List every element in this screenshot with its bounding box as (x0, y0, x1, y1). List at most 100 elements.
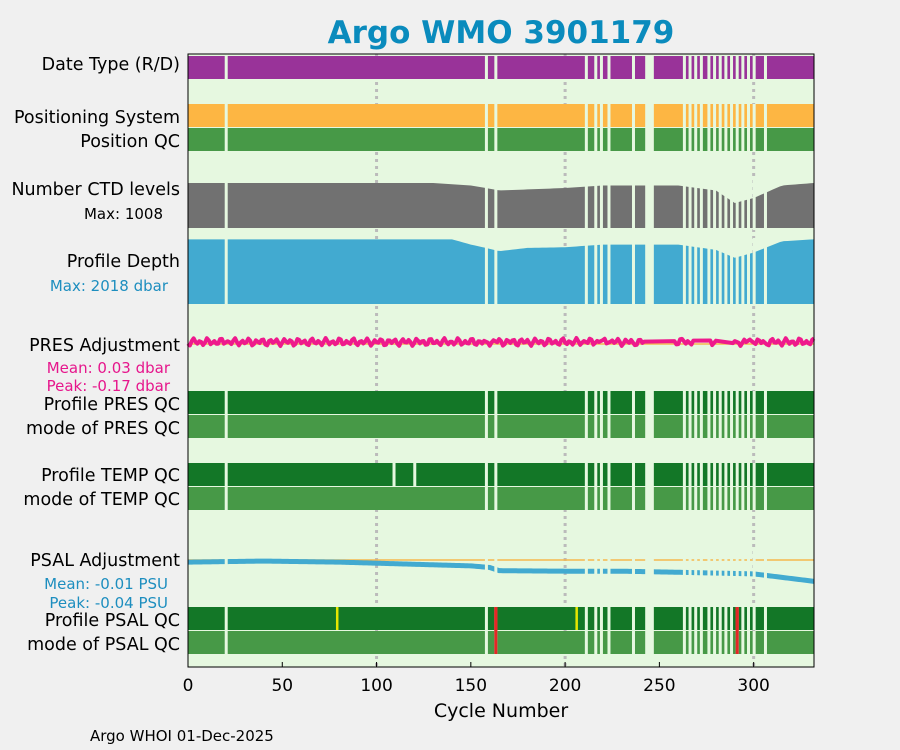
gap-cycle-282 (718, 415, 722, 438)
gap-cycle-276 (707, 104, 711, 127)
gap-cycle-245 (648, 128, 652, 151)
gap-cycle-20 (224, 631, 228, 654)
gap-cycle-288 (730, 178, 734, 230)
gap-cycle-211 (584, 463, 588, 486)
gap-cycle-158 (484, 607, 488, 630)
gap-cycle-297 (747, 178, 751, 230)
gap-cycle-211 (584, 548, 588, 578)
gap-cycle-276 (707, 238, 711, 306)
gap-cycle-300 (752, 238, 756, 306)
x-tick-label-300: 300 (737, 676, 769, 696)
gap-cycle-269 (694, 238, 698, 306)
gap-cycle-216 (594, 56, 598, 79)
gap-cycle-300 (752, 178, 756, 230)
gap-cycle-20 (224, 56, 228, 79)
gap-cycle-245 (648, 463, 652, 486)
psal-qc-flag-yellow-79 (335, 607, 339, 630)
band-mode-pres-qc (188, 415, 814, 438)
band-profile-psal-qc-fill (188, 607, 814, 630)
gap-cycle-219 (599, 178, 603, 230)
gap-cycle-236 (631, 128, 635, 151)
gap-cycle-163 (494, 487, 498, 510)
gap-cycle-20 (224, 238, 228, 306)
gap-cycle-263 (682, 178, 686, 230)
label-pres-adjustment: PRES Adjustment (29, 336, 180, 356)
gap-cycle-158 (484, 631, 488, 654)
gap-cycle-243 (645, 487, 649, 510)
gap-cycle-211 (584, 631, 588, 654)
gap-cycle-285 (724, 548, 728, 578)
gap-cycle-236 (631, 463, 635, 486)
gap-cycle-300 (752, 104, 756, 127)
label-mode-psal-qc: mode of PSAL QC (27, 635, 180, 655)
gap-cycle-216 (594, 631, 598, 654)
gap-cycle-243 (645, 548, 649, 578)
gap-cycle-20 (224, 415, 228, 438)
x-tick-label-150: 150 (455, 676, 487, 696)
gap-cycle-219 (599, 128, 603, 151)
gap-cycle-276 (707, 607, 711, 630)
gap-cycle-158 (484, 415, 488, 438)
gap-cycle-219 (599, 463, 603, 486)
gap-cycle-279 (713, 463, 717, 486)
gap-cycle-246 (650, 487, 654, 510)
gap-cycle-269 (694, 56, 698, 79)
gap-cycle-279 (713, 487, 717, 510)
gap-cycle-285 (724, 178, 728, 230)
gap-cycle-288 (730, 128, 734, 151)
gap-cycle-285 (724, 487, 728, 510)
gap-cycle-269 (694, 178, 698, 230)
x-axis: 0 50 100 150 200 250 300 (183, 662, 770, 696)
band-profile-temp-qc-fill (188, 463, 814, 486)
gap-cycle-272 (699, 238, 703, 306)
gap-cycle-223 (607, 631, 611, 654)
gap-cycle-279 (713, 391, 717, 414)
gap-cycle-163 (494, 56, 498, 79)
gap-cycle-285 (724, 607, 728, 630)
gap-cycle-245 (648, 631, 652, 654)
gap-cycle-272 (699, 391, 703, 414)
gap-cycle-163 (494, 391, 498, 414)
gap-cycle-285 (724, 238, 728, 306)
gap-cycle-306 (763, 178, 767, 230)
gap-cycle-291 (735, 415, 739, 438)
gap-cycle-219 (599, 607, 603, 630)
gap-cycle-272 (699, 463, 703, 486)
label-date-type: Date Type (R/D) (42, 55, 180, 75)
gap-cycle-163 (494, 548, 498, 578)
gap-cycle-297 (747, 128, 751, 151)
gap-cycle-285 (724, 104, 728, 127)
gap-cycle-288 (730, 548, 734, 578)
gap-cycle-245 (648, 178, 652, 230)
gap-cycle-243 (645, 128, 649, 151)
gap-cycle-158 (484, 56, 488, 79)
gap-cycle-216 (594, 487, 598, 510)
gap-cycle-223 (607, 607, 611, 630)
gap-cycle-263 (682, 391, 686, 414)
gap-cycle-266 (688, 128, 692, 151)
gap-cycle-294 (741, 415, 745, 438)
gap-cycle-245 (648, 391, 652, 414)
gap-cycle-246 (650, 178, 654, 230)
gap-cycle-158 (484, 548, 488, 578)
psal-qc-red-marker-163 (494, 607, 498, 654)
gap-cycle-245 (648, 238, 652, 306)
label-mode-pres-qc: mode of PRES QC (26, 419, 180, 439)
gap-cycle-245 (648, 607, 652, 630)
label-pres-mean: Mean: 0.03 dbar (47, 359, 171, 377)
gap-cycle-300 (752, 631, 756, 654)
gap-cycle-20 (224, 391, 228, 414)
gap-cycle-246 (650, 607, 654, 630)
gap-cycle-216 (594, 238, 598, 306)
label-profile-temp-qc: Profile TEMP QC (41, 466, 180, 486)
x-tick-label-200: 200 (549, 676, 581, 696)
x-tick-label-50: 50 (271, 676, 293, 696)
label-profile-depth: Profile Depth (67, 252, 180, 272)
gap-cycle-272 (699, 631, 703, 654)
gap-cycle-269 (694, 391, 698, 414)
gap-cycle-20 (224, 178, 228, 230)
label-mode-temp-qc: mode of TEMP QC (23, 490, 180, 510)
label-positioning-system: Positioning System (14, 108, 180, 128)
gap-cycle-20 (224, 607, 228, 630)
gap-cycle-291 (735, 56, 739, 79)
